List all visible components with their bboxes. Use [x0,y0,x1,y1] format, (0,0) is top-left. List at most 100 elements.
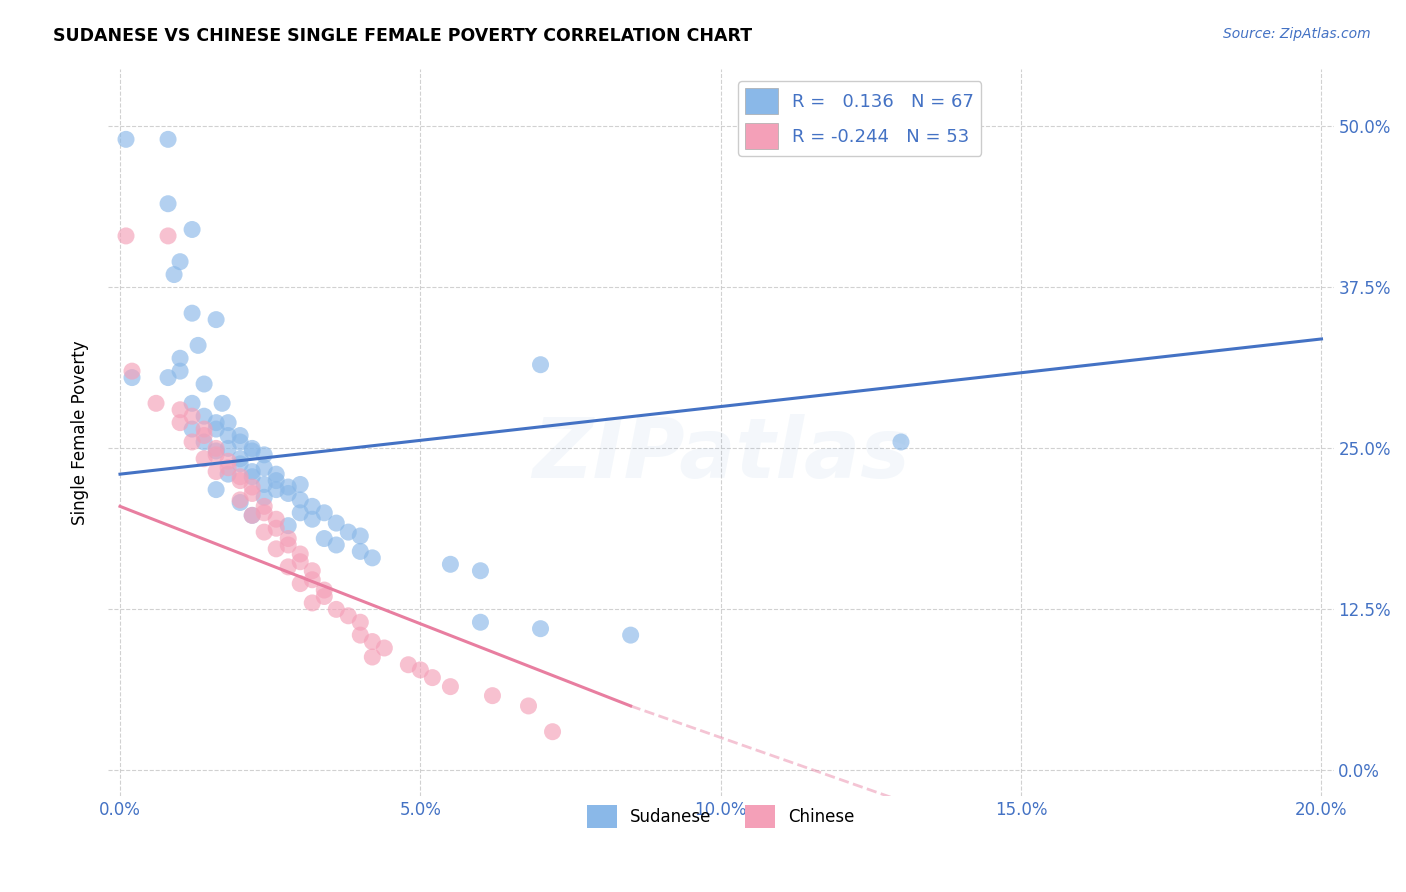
Point [349,615,371,630]
Point [163,268,186,282]
Point [121,364,143,378]
Point [229,457,252,471]
Point [181,396,204,410]
Point [205,422,228,436]
Point [290,506,312,520]
Point [187,338,209,352]
Point [481,689,503,703]
Point [439,680,461,694]
Point [349,544,371,558]
Point [169,402,191,417]
Point [301,500,323,514]
Y-axis label: Single Female Poverty: Single Female Poverty [72,340,89,524]
Point [229,474,252,488]
Point [301,564,323,578]
Point [290,576,312,591]
Point [264,483,287,497]
Point [240,465,263,479]
Point [361,650,384,665]
Point [205,444,228,458]
Point [217,416,239,430]
Point [264,512,287,526]
Point [240,444,263,458]
Point [301,596,323,610]
Point [541,724,564,739]
Point [205,416,228,430]
Point [277,480,299,494]
Point [277,532,299,546]
Point [253,477,276,491]
Legend: Sudanese, Chinese: Sudanese, Chinese [581,798,862,835]
Point [169,351,191,366]
Point [253,460,276,475]
Point [337,525,360,540]
Point [290,547,312,561]
Point [217,428,239,442]
Point [396,657,419,672]
Point [470,615,492,630]
Point [181,222,204,236]
Point [193,422,215,436]
Point [157,132,180,146]
Point [193,377,215,392]
Point [157,228,180,243]
Point [361,634,384,648]
Point [314,590,336,604]
Point [253,500,276,514]
Point [115,132,138,146]
Point [205,465,228,479]
Point [264,521,287,535]
Point [121,370,143,384]
Point [145,396,167,410]
Point [373,640,395,655]
Point [422,671,444,685]
Point [240,442,263,456]
Point [253,506,276,520]
Point [325,538,347,552]
Point [193,434,215,449]
Point [290,555,312,569]
Point [264,467,287,482]
Point [169,364,191,378]
Point [620,628,643,642]
Point [290,477,312,491]
Point [115,228,138,243]
Point [193,409,215,424]
Point [277,518,299,533]
Point [240,486,263,500]
Point [181,434,204,449]
Point [301,512,323,526]
Point [205,442,228,456]
Point [229,495,252,509]
Point [409,663,432,677]
Point [325,516,347,530]
Point [205,448,228,462]
Point [529,622,551,636]
Point [314,532,336,546]
Point [205,483,228,497]
Point [277,486,299,500]
Point [890,434,912,449]
Point [349,628,371,642]
Point [217,454,239,468]
Point [217,460,239,475]
Point [211,396,233,410]
Point [517,698,540,713]
Point [314,506,336,520]
Point [229,451,252,466]
Point [264,474,287,488]
Point [229,469,252,483]
Point [181,409,204,424]
Point [240,469,263,483]
Point [253,448,276,462]
Point [264,541,287,556]
Point [470,564,492,578]
Text: Source: ZipAtlas.com: Source: ZipAtlas.com [1223,27,1371,41]
Point [229,492,252,507]
Point [217,442,239,456]
Text: ZIPatlas: ZIPatlas [531,414,910,495]
Point [337,608,360,623]
Point [277,560,299,574]
Point [529,358,551,372]
Point [169,416,191,430]
